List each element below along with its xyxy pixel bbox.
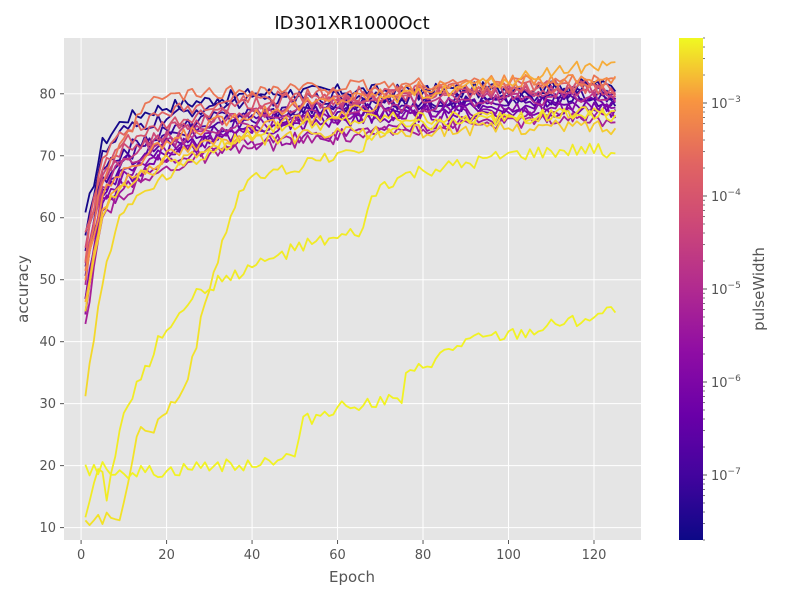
series-line — [84, 107, 617, 526]
x-axis-label: Epoch — [329, 568, 375, 586]
series-line — [84, 109, 617, 315]
y-tick-label: 40 — [39, 335, 56, 350]
y-tick-label: 60 — [39, 211, 56, 226]
series-line — [84, 80, 617, 262]
y-tick-label: 50 — [39, 273, 56, 288]
x-tick-label: 20 — [158, 548, 175, 563]
series-line — [84, 78, 616, 233]
colorbar-tick-label: 10−7 — [711, 467, 741, 484]
series-line — [84, 73, 617, 281]
y-tick-label: 80 — [39, 87, 56, 102]
series-line — [84, 142, 616, 518]
y-tick-label: 30 — [39, 397, 56, 412]
y-tick-label: 10 — [39, 521, 56, 536]
colorbar-ticks: 10−7 10−6 10−5 10−4 10−3 — [703, 37, 741, 541]
y-axis-label: accuracy — [14, 255, 32, 323]
colorbar-tick-label: 10−6 — [711, 374, 741, 391]
series-line — [84, 106, 616, 397]
series-line — [84, 90, 617, 286]
colorbar-tick-label: 10−4 — [711, 188, 741, 205]
x-tick-label: 0 — [77, 548, 85, 563]
series-line — [84, 112, 616, 325]
chart-title: ID301XR1000Oct — [274, 13, 429, 34]
series-line — [84, 60, 616, 303]
series-line — [84, 306, 617, 480]
series-line — [84, 119, 617, 312]
x-tick-label: 120 — [582, 548, 607, 563]
colorbar — [679, 38, 703, 540]
y-tick-label: 20 — [39, 459, 56, 474]
x-tick-label: 100 — [496, 548, 521, 563]
x-tick-label: 40 — [244, 548, 261, 563]
x-tick-label: 80 — [415, 548, 432, 563]
colorbar-tick-label: 10−3 — [711, 95, 741, 112]
x-tick-label: 60 — [329, 548, 346, 563]
series-line — [84, 81, 616, 236]
axis-ticks: 0 20 40 60 80 100 120 10 20 30 40 50 60 70 80 — [39, 87, 606, 563]
series-line — [84, 80, 617, 248]
y-tick-label: 70 — [39, 149, 56, 164]
colorbar-label: pulseWidth — [750, 247, 768, 331]
colorbar-tick-label: 10−5 — [711, 281, 741, 298]
series-line — [84, 101, 617, 315]
series-lines — [84, 60, 617, 526]
